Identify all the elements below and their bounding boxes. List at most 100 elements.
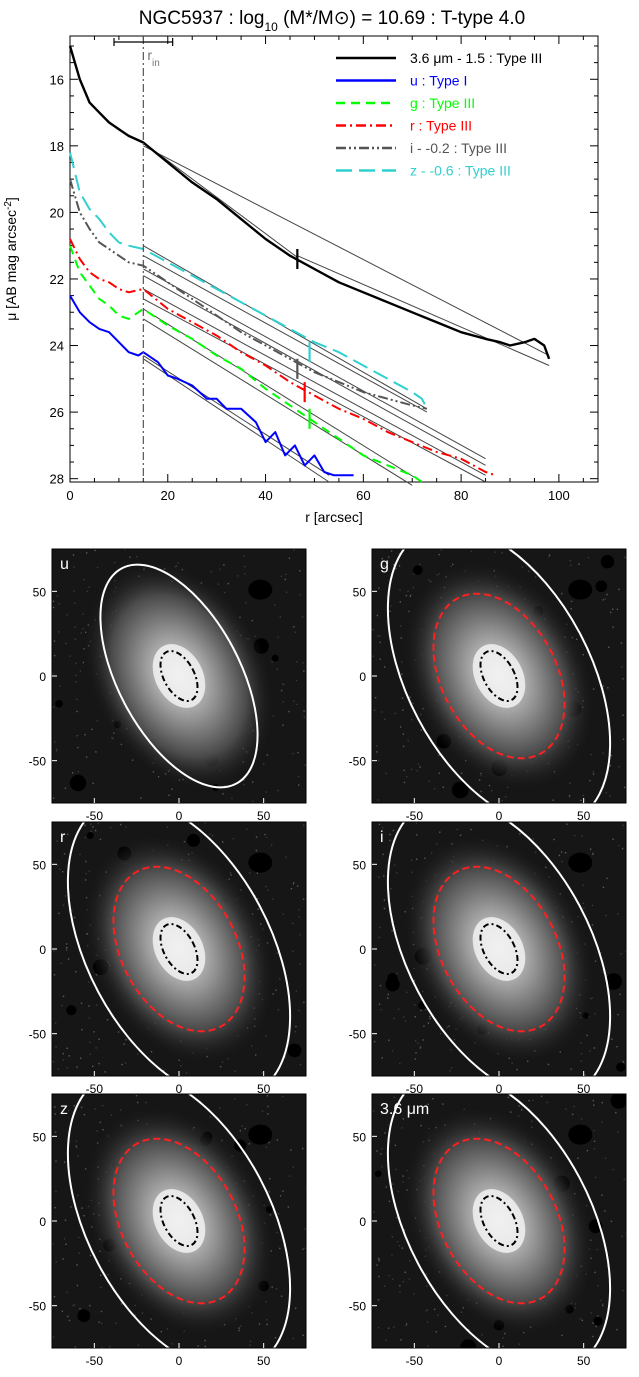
x-tick-label: 40 xyxy=(258,488,272,503)
fit-line xyxy=(143,142,298,258)
legend: 3.6 μm - 1.5 : Type III u : Type I g : Typ… xyxy=(336,50,542,179)
panel-y-tick-label: 50 xyxy=(353,585,367,599)
panel-label: 3.6 μm xyxy=(380,1101,429,1118)
x-tick-label: 0 xyxy=(66,488,73,503)
galaxy-core xyxy=(152,917,206,981)
panel-y-tick-label: -50 xyxy=(29,1028,47,1042)
image-panel: i 50 0 -50 -50 0 50 xyxy=(349,821,627,1096)
panel-y-tick-label: 0 xyxy=(39,670,46,684)
panel-x-tick-label: -50 xyxy=(406,1082,424,1096)
fit-line xyxy=(143,318,413,486)
panel-y-tick-label: 50 xyxy=(33,585,47,599)
panel-y-tick-label: -50 xyxy=(349,1028,367,1042)
inner-ellipse xyxy=(159,1195,199,1247)
legend-label: i - -0.2 : Type III xyxy=(410,140,507,156)
panel-y-tick-label: -50 xyxy=(349,1300,367,1314)
image-panel: u 50 0 -50 -50 0 50 xyxy=(29,548,307,823)
panel-y-tick-label: 0 xyxy=(359,670,366,684)
panel-x-tick-label: 50 xyxy=(257,1082,271,1096)
profile-chart: NGC5937 : log10 (M*/M⊙) = 10.69 : T-type… xyxy=(3,8,599,525)
x-tick-label: 20 xyxy=(161,488,175,503)
series-line xyxy=(69,245,423,483)
image-panel: g 50 0 -50 -50 0 50 xyxy=(349,548,627,823)
outer-ellipse xyxy=(99,563,259,789)
x-tick-label: 100 xyxy=(548,488,570,503)
y-tick-label: 20 xyxy=(50,205,64,220)
panel-y-tick-label: -50 xyxy=(29,1300,47,1314)
panel-x-tick-label: 50 xyxy=(577,1082,591,1096)
legend-label: g : Type III xyxy=(410,95,475,111)
outer-ellipse xyxy=(386,822,612,1076)
x-tick-label: 60 xyxy=(356,488,370,503)
fit-line xyxy=(297,255,550,366)
legend-label: r : Type III xyxy=(410,118,472,134)
legend-label: 3.6 μm - 1.5 : Type III xyxy=(410,50,542,66)
fit-line xyxy=(143,275,486,466)
panel-y-tick-label: -50 xyxy=(349,755,367,769)
break-ellipse xyxy=(432,865,566,1033)
galaxy-core xyxy=(472,644,526,708)
image-panel: 3.6 μm 50 0 -50 -50 0 50 xyxy=(349,1093,627,1368)
inner-ellipse xyxy=(159,923,199,975)
panel-x-tick-label: 50 xyxy=(577,809,591,823)
panel-y-tick-label: 0 xyxy=(39,943,46,957)
series-line xyxy=(68,45,551,360)
panel-label: u xyxy=(60,556,69,573)
x-axis-label: r [arcsec] xyxy=(305,509,363,525)
fit-line xyxy=(143,298,486,483)
panel-y-tick-label: -50 xyxy=(29,755,47,769)
panel-y-tick-label: 0 xyxy=(359,943,366,957)
break-ellipse xyxy=(112,865,246,1033)
break-ellipse xyxy=(432,1137,566,1305)
inner-ellipse xyxy=(479,923,519,975)
panel-label: i xyxy=(380,829,384,846)
r-in-label: rin xyxy=(147,47,159,69)
panel-y-tick-label: 50 xyxy=(353,858,367,872)
image-panel: r 50 0 -50 -50 0 50 xyxy=(29,821,307,1096)
panel-x-tick-label: 0 xyxy=(496,809,503,823)
series-line xyxy=(69,178,428,410)
outer-ellipse xyxy=(66,1094,292,1348)
panel-x-tick-label: 0 xyxy=(496,1082,503,1096)
y-tick-label: 22 xyxy=(50,272,64,287)
image-panel: z 50 0 -50 -50 0 50 xyxy=(29,1093,307,1368)
series-line xyxy=(69,152,428,410)
inner-ellipse xyxy=(479,1195,519,1247)
panel-y-tick-label: 50 xyxy=(33,858,47,872)
outer-ellipse xyxy=(386,549,612,803)
panel-y-tick-label: 50 xyxy=(353,1130,367,1144)
fit-line xyxy=(143,145,550,356)
galaxy-core xyxy=(152,644,206,708)
x-tick-label: 80 xyxy=(454,488,468,503)
fit-line xyxy=(143,268,486,460)
panel-label: r xyxy=(60,829,66,846)
panel-label: g xyxy=(380,556,389,573)
axis-ticks: 0 20 40 60 80 100 16 18 20 22 24 26 28 xyxy=(50,36,598,503)
break-ellipse xyxy=(432,592,566,760)
panel-y-tick-label: 0 xyxy=(359,1215,366,1229)
y-axis-label: μ [AB mag arcsec-2] xyxy=(3,197,20,321)
series-line xyxy=(69,238,496,477)
fit-line xyxy=(143,308,423,483)
fit-lines xyxy=(143,142,550,486)
galaxy-core xyxy=(152,1189,206,1253)
break-markers xyxy=(296,249,311,429)
inner-ellipse xyxy=(159,650,199,702)
series-lines xyxy=(68,45,551,483)
panel-x-tick-label: 50 xyxy=(577,1354,591,1368)
panel-y-tick-label: 0 xyxy=(39,1215,46,1229)
fit-line xyxy=(143,288,486,476)
r-in-marker: rin xyxy=(113,36,174,482)
outer-ellipse xyxy=(66,822,292,1076)
panel-x-tick-label: 0 xyxy=(176,1082,183,1096)
panel-x-tick-label: -50 xyxy=(86,1354,104,1368)
panel-x-tick-label: 50 xyxy=(257,809,271,823)
y-tick-label: 16 xyxy=(50,72,64,87)
panel-y-tick-label: 50 xyxy=(33,1130,47,1144)
chart-title: NGC5937 : log10 (M*/M⊙) = 10.69 : T-type… xyxy=(139,8,525,34)
plot-frame xyxy=(69,35,599,483)
break-ellipse xyxy=(112,1137,246,1305)
panel-x-tick-label: -50 xyxy=(406,809,424,823)
inner-ellipse xyxy=(479,650,519,702)
